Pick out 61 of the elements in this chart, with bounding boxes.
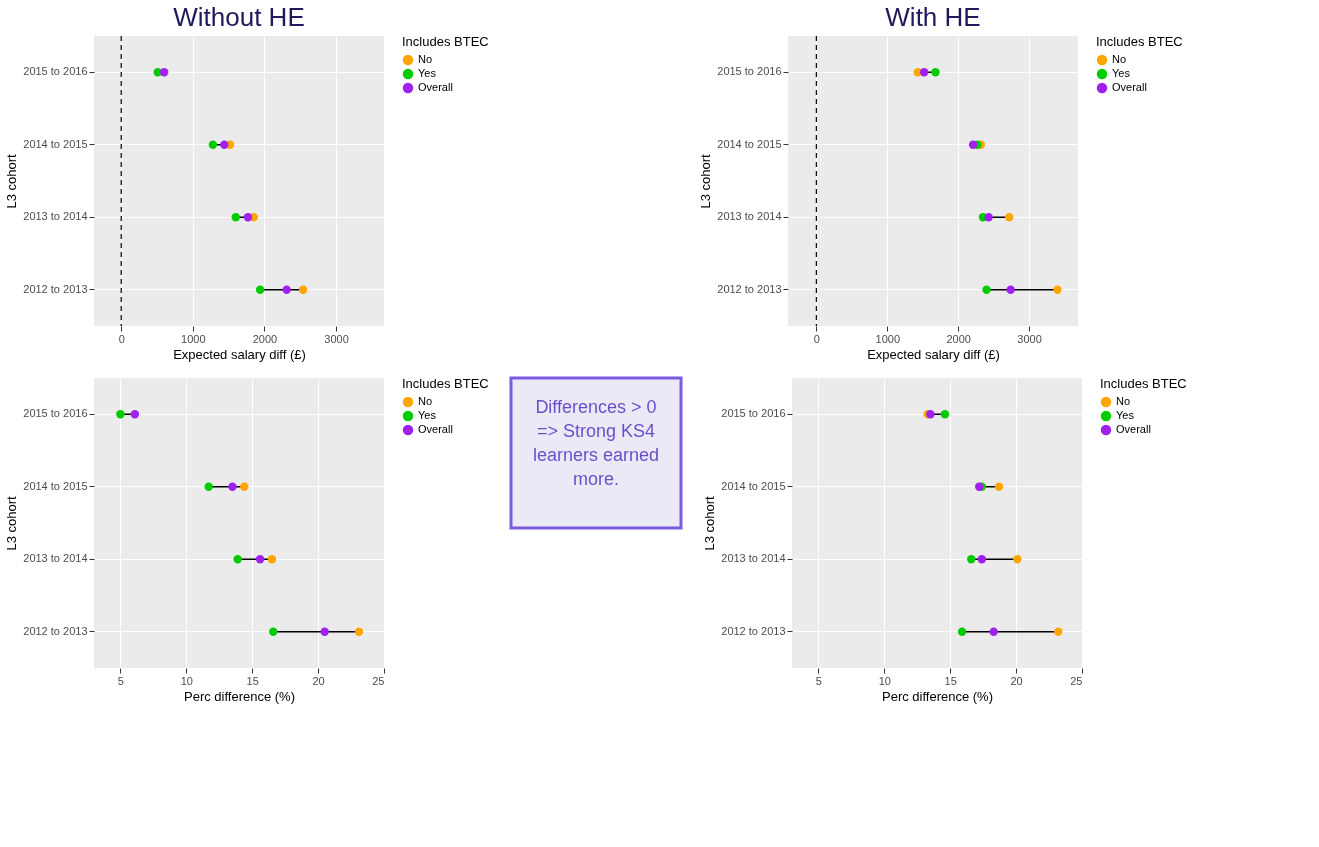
x-tick-label: 1000 [875, 332, 901, 345]
x-tick-label: 15 [944, 674, 957, 687]
y-axis-title: L3 cohort [4, 496, 20, 551]
legend-label: Overall [1112, 81, 1147, 93]
legend-label: Overall [418, 81, 453, 93]
y-tick-label: 2012 to 2013 [23, 282, 88, 295]
legend-label: Yes [418, 67, 437, 79]
x-tick-label: 1000 [181, 332, 206, 345]
y-tick-label: 2015 to 2016 [23, 65, 88, 78]
x-axis-title: Expected salary diff (£) [867, 346, 1000, 362]
legend-label: Overall [1116, 423, 1151, 435]
legend-label: No [418, 53, 433, 65]
legend-label: Yes [1116, 409, 1135, 421]
legend-label: Yes [418, 409, 437, 421]
y-tick-label: 2015 to 2016 [23, 407, 88, 420]
x-tick-label: 15 [246, 674, 259, 687]
x-tick-label: 5 [815, 674, 822, 687]
y-tick-label: 2015 to 2016 [717, 65, 782, 78]
legend-label: No [1112, 53, 1127, 65]
x-axis-title: Perc difference (%) [881, 688, 994, 704]
x-tick-label: 3000 [324, 332, 349, 345]
y-tick-label: 2014 to 2015 [23, 137, 88, 150]
text: Differences > 0 => Strong KS4 learners earned more. [532, 397, 660, 490]
y-tick-label: 2012 to 2013 [23, 624, 88, 637]
legend-title: Includes BTEC [402, 34, 489, 49]
legend-label: Yes [1112, 67, 1131, 79]
y-tick-label: 2014 to 2015 [721, 479, 786, 492]
legend-title: Includes BTEC [1096, 34, 1183, 49]
x-tick-label: 25 [372, 674, 385, 687]
x-tick-label: 20 [312, 674, 325, 687]
y-tick-label: 2013 to 2014 [23, 210, 88, 223]
x-tick-label: 20 [1010, 674, 1023, 687]
y-tick-label: 2013 to 2014 [23, 552, 88, 565]
legend-label: No [418, 395, 433, 407]
chart-title: With HE [885, 2, 981, 33]
y-axis-title: L3 cohort [698, 154, 714, 209]
legend-title: Includes BTEC [402, 376, 489, 391]
x-axis-title: Perc difference (%) [183, 688, 296, 704]
chart-title: Without HE [173, 2, 305, 33]
legend-label: Overall [418, 423, 453, 435]
y-axis-title: L3 cohort [702, 496, 718, 551]
legend-label: No [1116, 395, 1131, 407]
y-tick-label: 2013 to 2014 [721, 552, 786, 565]
x-tick-label: 2000 [252, 332, 278, 345]
legend-title: Includes BTEC [1100, 376, 1187, 391]
x-tick-label: 0 [813, 332, 820, 345]
x-tick-label: 3000 [1017, 332, 1042, 345]
x-tick-label: 0 [118, 332, 125, 345]
y-tick-label: 2014 to 2015 [717, 137, 782, 150]
x-tick-label: 25 [1070, 674, 1083, 687]
x-tick-label: 2000 [946, 332, 971, 345]
y-tick-label: 2013 to 2014 [717, 210, 782, 223]
x-tick-label: 10 [878, 674, 891, 687]
x-axis-title: Expected salary diff (£) [173, 346, 306, 362]
y-tick-label: 2015 to 2016 [721, 407, 786, 420]
y-tick-label: 2014 to 2015 [23, 479, 88, 492]
y-axis-title: L3 cohort [4, 154, 20, 209]
y-tick-label: 2012 to 2013 [717, 282, 782, 295]
y-tick-label: 2012 to 2013 [721, 624, 786, 637]
x-tick-label: 5 [117, 674, 124, 687]
x-tick-label: 10 [180, 674, 193, 687]
